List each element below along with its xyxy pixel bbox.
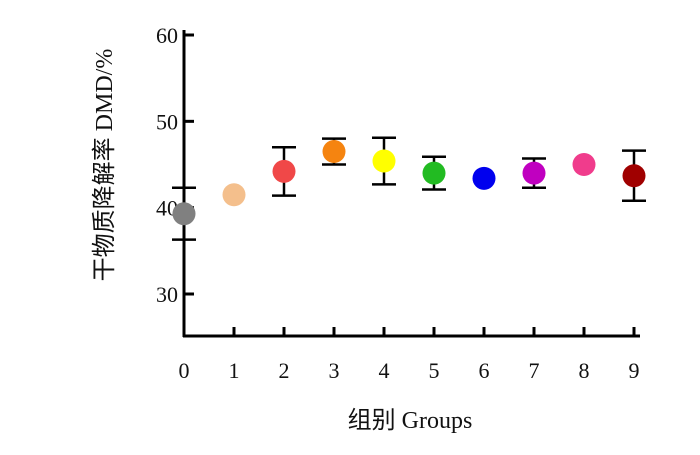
x-tick-label: 0 <box>179 358 190 383</box>
data-point <box>322 140 346 164</box>
data-point <box>522 161 546 185</box>
x-tick-label: 5 <box>429 358 440 383</box>
data-point <box>372 149 396 173</box>
x-tick-label: 8 <box>579 358 590 383</box>
y-tick-label: 40 <box>156 196 178 221</box>
x-axis-title: 组别 Groups <box>348 407 473 434</box>
data-point <box>272 159 296 183</box>
x-ticks: 0 1 2 3 4 5 6 7 8 9 <box>179 327 640 383</box>
x-tick-label: 1 <box>229 358 240 383</box>
x-tick-label: 4 <box>379 358 390 383</box>
data-point <box>422 161 446 185</box>
data-point <box>222 183 246 207</box>
y-tick-label: 50 <box>156 109 178 134</box>
x-tick-label: 3 <box>329 358 340 383</box>
data-point <box>472 166 496 190</box>
data-point <box>622 164 646 188</box>
x-tick-label: 2 <box>279 358 290 383</box>
y-tick-label: 60 <box>156 23 178 48</box>
data-point <box>572 153 596 176</box>
y-ticks: 30 40 50 60 <box>156 23 194 307</box>
x-tick-label: 6 <box>479 358 490 383</box>
x-tick-label: 9 <box>629 358 640 383</box>
y-axis-title: 干物质降解率 DMD/% <box>91 49 118 282</box>
x-tick-label: 7 <box>529 358 540 383</box>
data-point <box>172 202 196 226</box>
plot-area: 30 40 50 60 0 1 2 3 4 5 6 7 8 9 <box>156 23 646 383</box>
y-tick-label: 30 <box>156 282 178 307</box>
data-points <box>172 140 646 226</box>
